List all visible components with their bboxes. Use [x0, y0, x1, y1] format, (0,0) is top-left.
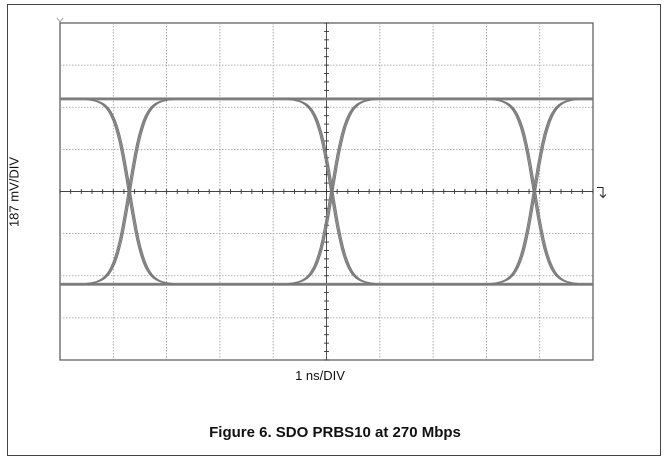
y-axis-label: 187 mV/DIV: [6, 156, 22, 228]
eye-falling-edge: [492, 98, 579, 285]
trigger-level-marker: [597, 187, 607, 199]
eye-falling-edge: [87, 98, 174, 285]
eye-falling-edge: [289, 98, 375, 285]
figure-frame: [7, 4, 661, 456]
plot-area: [56, 17, 607, 361]
trigger-position-marker: [56, 17, 64, 23]
figure-caption: Figure 6. SDO PRBS10 at 270 Mbps: [209, 424, 461, 441]
x-axis-label: 1 ns/DIV: [295, 368, 345, 383]
eye-falling-edge: [290, 98, 376, 285]
eye-falling-edge: [287, 98, 374, 285]
